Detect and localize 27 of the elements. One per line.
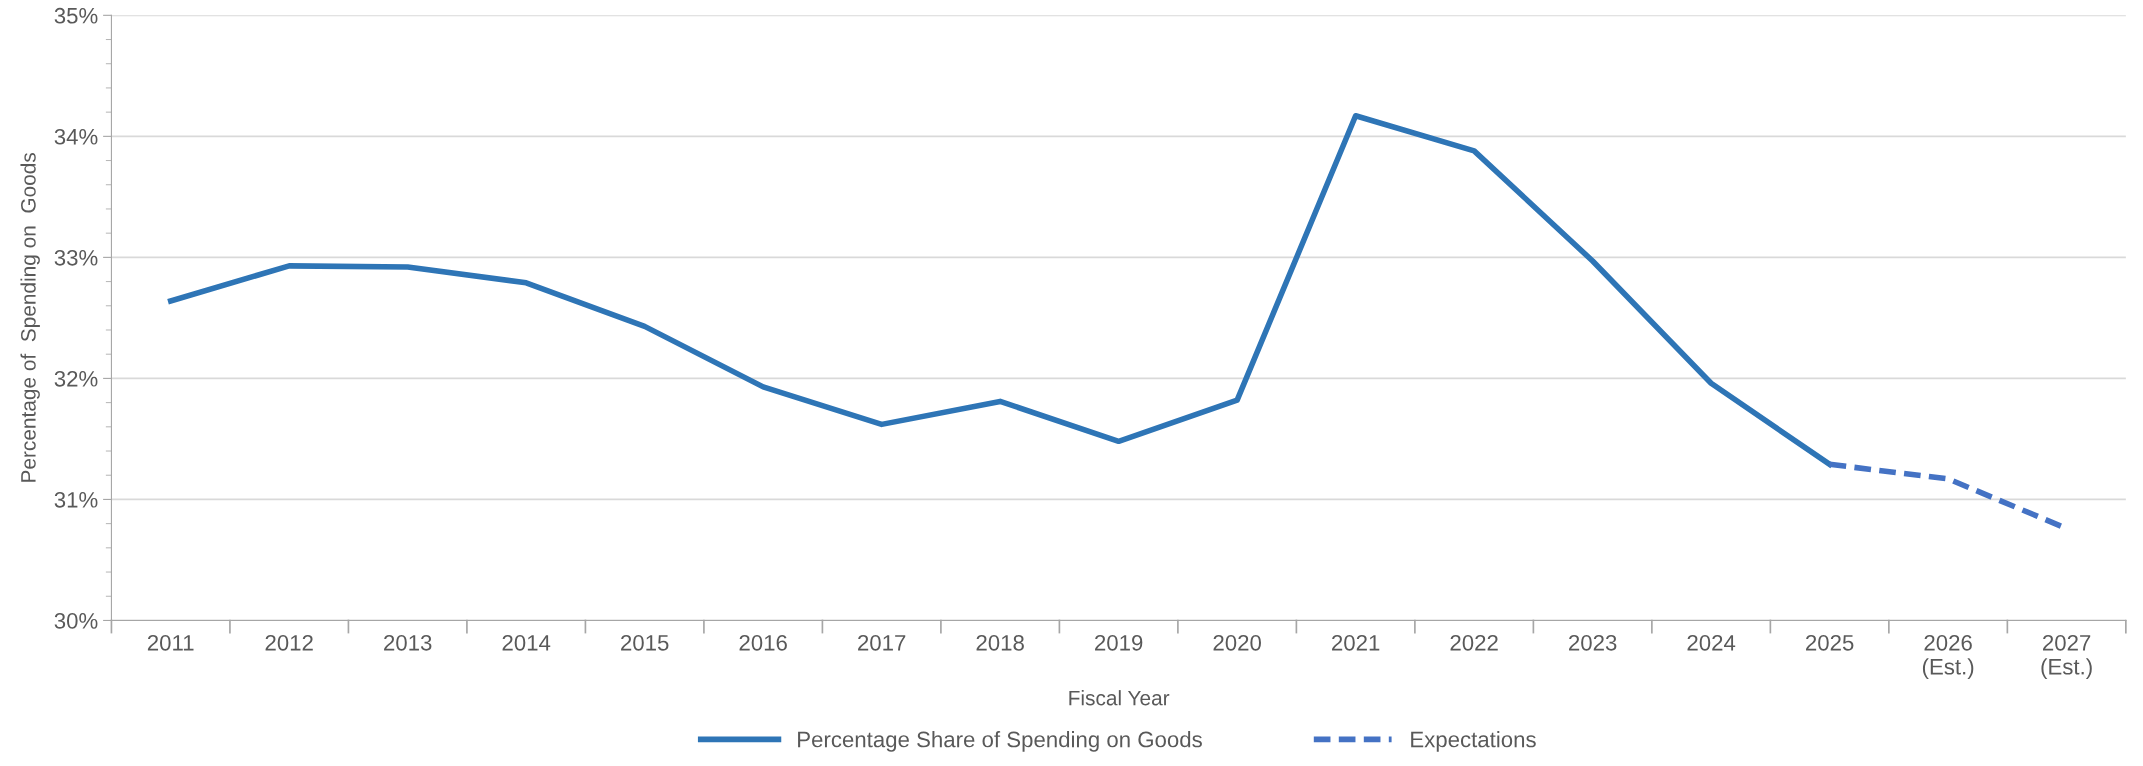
x-tick-label: 2017 (858, 634, 906, 651)
y-axis-title: Percentage of Spending on Goods (20, 153, 40, 482)
x-tick-label: 2019 (1095, 634, 1143, 651)
x-tick-label: 2012 (265, 634, 313, 651)
y-tick-label: 35% (54, 7, 98, 24)
x-tick-label: 2020 (1213, 634, 1261, 651)
x-tick-label: 2022 (1450, 634, 1498, 651)
y-tick-label: 33% (54, 249, 98, 266)
y-tick-label: 30% (54, 612, 98, 629)
x-tick-label: 2016 (739, 634, 787, 651)
x-tick-label: 2027 (Est.) (2041, 634, 2092, 679)
y-tick-label: 34% (54, 128, 98, 145)
x-tick-label: 2025 (1806, 634, 1854, 651)
x-tick-label: 2011 (147, 634, 194, 651)
x-tick-label: 2018 (976, 634, 1024, 651)
x-tick-label: 2026 (Est.) (1922, 634, 1974, 679)
legend-label: Percentage Share of Spending on Goods (798, 731, 1202, 752)
x-tick-label: 2021 (1332, 634, 1380, 651)
x-tick-label: 2023 (1569, 634, 1617, 651)
x-tick-label: 2013 (384, 634, 432, 651)
x-axis-title: Fiscal Year (1069, 690, 1170, 706)
legend-label: Expectations (1411, 731, 1536, 752)
y-tick-label: 32% (54, 370, 98, 387)
x-tick-label: 2024 (1687, 634, 1736, 651)
y-tick-label: 31% (54, 491, 98, 508)
x-tick-label: 2014 (502, 634, 551, 651)
x-tick-label: 2015 (621, 634, 669, 651)
